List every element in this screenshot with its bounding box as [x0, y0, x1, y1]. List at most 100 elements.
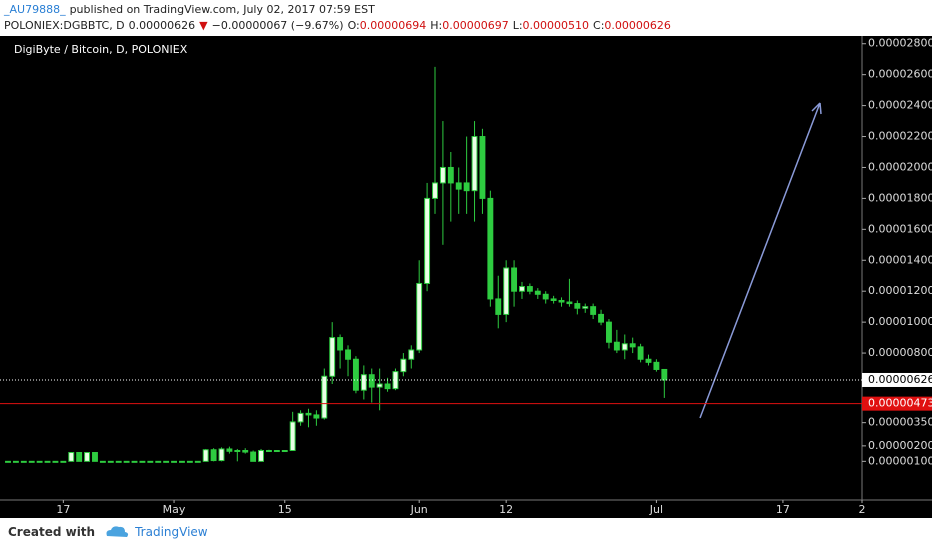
candle-body — [479, 136, 486, 199]
candle-body — [12, 460, 19, 463]
candle-body — [226, 448, 233, 452]
candle-body — [645, 358, 652, 363]
y-tick-label: 0.00002200 — [868, 130, 932, 143]
candle-body — [281, 450, 288, 453]
price-label: 0.00000473 — [868, 397, 932, 410]
publish-line: _AU79888_ published on TradingView.com, J… — [4, 2, 671, 18]
candle-body — [495, 298, 502, 315]
ohlc-label: C: — [593, 19, 605, 32]
candle-body — [250, 451, 257, 462]
x-tick-label: 17 — [776, 503, 790, 516]
y-tick-label: 0.00001400 — [868, 253, 932, 266]
header: _AU79888_ published on TradingView.com, J… — [4, 2, 671, 34]
candle-body — [439, 166, 446, 184]
x-tick-label: 12 — [499, 503, 513, 516]
candle-body — [44, 460, 51, 463]
trend-arrow — [699, 102, 821, 419]
candle-body — [360, 374, 367, 391]
y-tick-label: 0.00001200 — [868, 284, 932, 297]
ohlc-value: 0.00000694 — [359, 19, 427, 32]
candle-body — [376, 383, 383, 388]
candle-body — [194, 460, 201, 463]
candle-body — [36, 460, 43, 463]
symbol: POLONIEX:DGBBTC, D — [4, 19, 125, 32]
candle-body — [447, 166, 454, 184]
candle-body — [5, 460, 11, 463]
candle-body — [526, 286, 533, 292]
candle-body — [20, 460, 27, 463]
candle-body — [337, 337, 344, 351]
price-label-box — [862, 396, 932, 411]
candle-body — [115, 460, 122, 463]
ohlc-value: 0.00000626 — [604, 19, 671, 32]
candle-body — [52, 460, 59, 463]
candle-body — [400, 358, 407, 373]
candle-body — [432, 182, 438, 199]
y-tick-label: 0.00000800 — [868, 346, 932, 359]
candle-body — [550, 298, 557, 301]
candle-body — [107, 460, 114, 463]
candle-body — [265, 450, 272, 453]
candle-body — [242, 450, 249, 453]
candle-body — [653, 361, 660, 370]
candle-body — [313, 414, 320, 419]
x-tick-label: 15 — [278, 503, 292, 516]
candle-body — [416, 282, 423, 351]
candle-body — [171, 460, 178, 463]
candle-body — [92, 452, 98, 462]
arrow-head — [811, 102, 822, 115]
candle-body — [408, 349, 415, 360]
candle-body — [511, 267, 518, 292]
candle-body — [574, 303, 581, 309]
candle-body — [661, 368, 668, 381]
candle-body — [258, 450, 264, 462]
candle-body — [455, 182, 462, 190]
x-tick-label: Jul — [649, 503, 663, 516]
created-with: Created with — [8, 525, 96, 539]
candle-body — [68, 452, 75, 462]
candle-body — [76, 452, 83, 462]
ohlc-label: H: — [430, 19, 443, 32]
ohlc-label: O: — [347, 19, 360, 32]
candle-body — [210, 449, 217, 462]
candle-body — [590, 306, 597, 315]
brand[interactable]: TradingView — [135, 525, 208, 539]
footer: Created with TradingView — [8, 524, 208, 540]
candle-body — [613, 341, 620, 351]
author[interactable]: _AU79888_ — [4, 3, 66, 16]
candle-body — [139, 460, 146, 463]
candle-body — [621, 343, 628, 351]
candle-body — [147, 460, 154, 463]
candle-body — [60, 460, 67, 463]
candle-body — [606, 321, 612, 343]
change: −0.00000067 (−9.67%) — [211, 19, 344, 32]
candle-body — [202, 449, 209, 462]
candle-body — [352, 358, 359, 391]
candle-body — [321, 375, 328, 419]
candle-body — [329, 337, 336, 377]
chart-background — [0, 36, 932, 518]
chart-title: DigiByte / Bitcoin, D, POLONIEX — [14, 43, 188, 56]
published: published on TradingView.com, July 02, 2… — [69, 3, 375, 16]
x-tick-label: Jun — [410, 503, 428, 516]
symbol-line: POLONIEX:DGBBTC, D 0.00000626 ▼ −0.00000067… — [4, 18, 671, 34]
candle-body — [345, 349, 351, 360]
candle-body — [424, 197, 431, 284]
candle-body — [566, 301, 573, 305]
price: 0.00000626 — [128, 19, 196, 32]
y-tick-label: 0.00000100 — [868, 454, 932, 467]
candle-body — [297, 412, 304, 423]
candle-body — [558, 299, 565, 303]
y-tick-label: 0.00002600 — [868, 68, 932, 81]
candle-body — [463, 182, 470, 192]
candle-body — [368, 374, 375, 388]
candle-body — [218, 448, 225, 462]
candle-body — [598, 313, 605, 323]
candle-body — [542, 293, 549, 300]
candle-body — [534, 290, 541, 295]
candle-body — [471, 136, 478, 192]
ohlc-value: 0.00000510 — [522, 19, 590, 32]
logo — [106, 526, 129, 537]
y-tick-label: 0.00000200 — [868, 439, 932, 452]
candle-body — [123, 460, 130, 463]
